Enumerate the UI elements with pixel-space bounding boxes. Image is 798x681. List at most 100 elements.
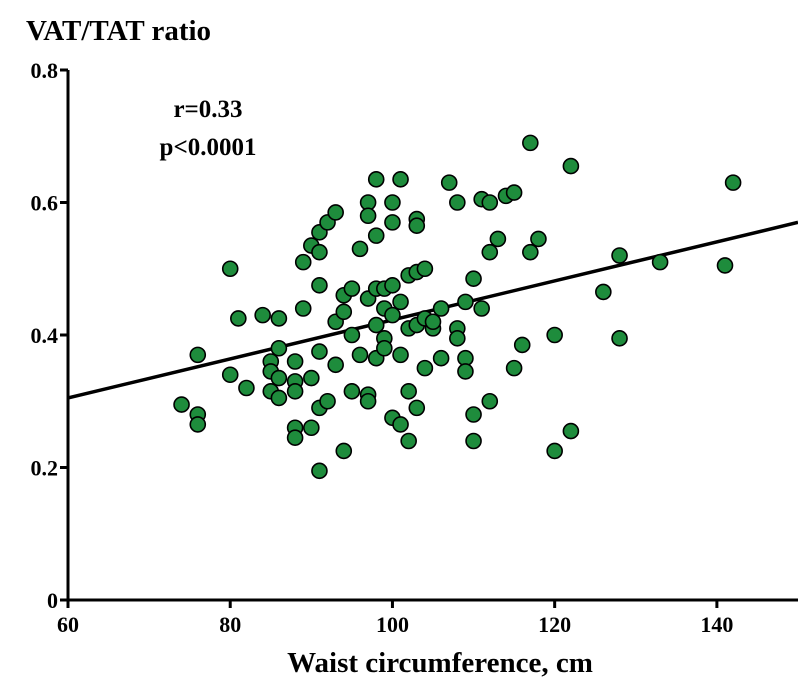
data-point: [392, 293, 409, 311]
data-point: [270, 389, 288, 407]
data-point: [270, 339, 288, 357]
data-point: [416, 359, 434, 377]
data-point: [367, 171, 385, 188]
data-point: [505, 184, 523, 201]
data-point: [351, 240, 369, 258]
data-point: [327, 356, 344, 374]
data-point: [522, 243, 539, 261]
p-value-label: p<0.0001: [160, 134, 257, 161]
data-point: [335, 303, 353, 321]
data-point: [335, 442, 353, 460]
data-point: [270, 369, 288, 387]
data-point: [651, 253, 669, 271]
data-point: [286, 353, 304, 370]
x-tick-label: 80: [219, 612, 241, 637]
data-point: [270, 310, 288, 327]
y-tick-label: 0.6: [31, 191, 59, 216]
x-tick-label: 120: [538, 612, 571, 637]
data-point: [359, 392, 377, 410]
data-point: [400, 383, 417, 400]
data-point: [432, 300, 450, 317]
data-point: [286, 429, 304, 446]
y-tick-label: 0.2: [31, 456, 59, 481]
data-point: [294, 300, 312, 317]
data-point: [457, 293, 474, 311]
data-point: [457, 363, 474, 380]
correlation-label: r=0.33: [173, 96, 242, 123]
data-point: [522, 134, 539, 152]
data-point: [221, 260, 239, 278]
data-point: [359, 207, 377, 225]
data-point: [367, 227, 385, 244]
data-point: [440, 174, 458, 191]
data-point: [189, 346, 207, 364]
data-point: [473, 300, 490, 317]
data-point: [254, 306, 271, 324]
data-point: [408, 399, 426, 417]
data-point: [327, 204, 344, 221]
data-point: [611, 330, 628, 347]
data-point: [400, 432, 417, 450]
data-point: [173, 396, 190, 413]
data-point: [384, 194, 401, 211]
data-point: [416, 260, 434, 278]
data-point: [286, 383, 304, 400]
data-point: [449, 194, 466, 211]
data-point: [343, 280, 361, 297]
data-point: [311, 277, 328, 294]
data-point: [481, 194, 499, 211]
data-point: [303, 419, 320, 437]
data-point: [489, 230, 507, 248]
y-tick-label: 0.4: [31, 323, 59, 348]
x-axis-title: Waist circumference, cm: [287, 647, 593, 679]
data-point: [392, 346, 409, 364]
data-point: [424, 313, 442, 331]
data-point: [465, 432, 482, 450]
data-point: [384, 277, 401, 294]
data-point: [546, 442, 563, 460]
data-point: [343, 326, 361, 344]
data-point: [294, 253, 312, 271]
y-tick-label: 0: [47, 588, 58, 613]
data-point: [562, 157, 580, 175]
data-point: [230, 310, 247, 327]
data-point: [562, 422, 580, 440]
data-point: [481, 243, 499, 261]
data-point: [505, 359, 523, 377]
data-point: [311, 343, 328, 360]
plot-area: 0 0.2 0.4 0.6 0.8 60 80 100 120 140: [31, 58, 798, 637]
data-point: [595, 283, 612, 301]
data-point: [303, 369, 320, 387]
data-point: [481, 392, 499, 410]
data-point: [530, 230, 547, 248]
y-tick-label: 0.8: [31, 58, 59, 83]
data-point: [221, 366, 239, 384]
data-point: [384, 306, 401, 324]
data-point: [716, 257, 734, 274]
x-tick-label: 140: [700, 612, 733, 637]
data-point: [367, 316, 385, 334]
data-point: [384, 214, 401, 231]
data-point: [392, 416, 409, 433]
data-point: [724, 174, 742, 191]
data-point: [319, 392, 336, 410]
data-point: [513, 336, 531, 354]
data-point: [343, 383, 361, 400]
data-point: [449, 330, 466, 347]
data-point: [465, 270, 482, 287]
data-point: [546, 326, 563, 344]
y-axis-title: VAT/TAT ratio: [26, 15, 211, 47]
data-point: [611, 247, 628, 264]
data-point: [311, 243, 328, 261]
x-tick-label: 100: [376, 612, 409, 637]
data-point: [189, 416, 207, 433]
data-point: [376, 339, 393, 357]
data-point: [408, 217, 426, 234]
x-tick-label: 60: [57, 612, 79, 637]
data-point: [432, 349, 450, 367]
data-point: [351, 346, 369, 364]
data-point: [392, 171, 409, 188]
data-point: [465, 406, 482, 423]
data-point: [311, 462, 328, 480]
